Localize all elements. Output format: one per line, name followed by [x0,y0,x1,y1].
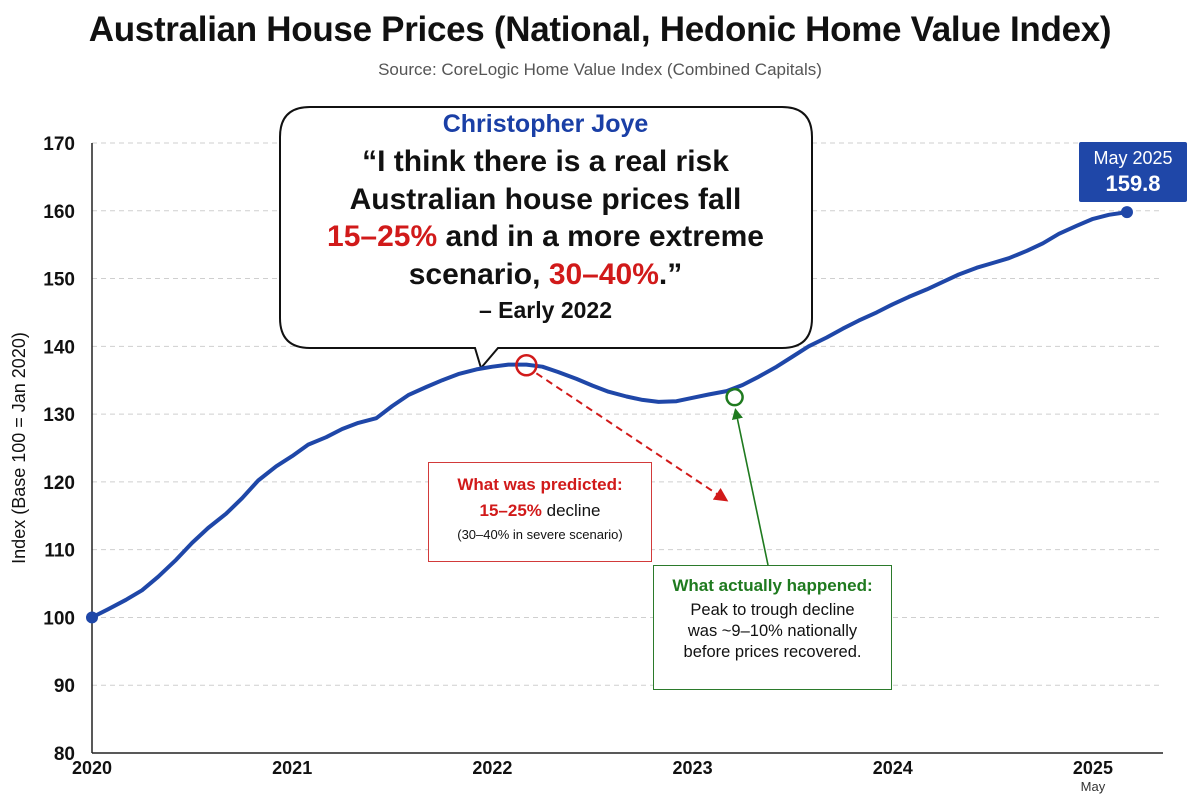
series-line [90,210,1129,620]
y-axis-label: Index (Base 100 = Jan 2020) [9,332,29,564]
quote-line-3: 15–25% and in a more extreme [278,218,813,256]
x-tick-sublabel: May [1081,779,1106,794]
quote-date: – Early 2022 [478,297,612,323]
predicted-highlight: 15–25% [479,501,542,520]
y-tick-label: 120 [43,473,75,494]
x-tick-label: 2021 [272,758,312,778]
actual-line-1: Peak to trough decline [690,601,855,619]
end-label-value: 159.8 [1105,171,1161,196]
y-tick-label: 100 [43,608,75,629]
predicted-arrow [535,372,729,502]
quote-line-1: “I think there is a real risk [362,145,729,178]
quote-line-4-start: scenario, [408,257,549,291]
actual-line-2: was ~9–10% nationally [687,622,858,641]
y-tick-label: 130 [43,405,75,426]
y-tick-label: 140 [43,337,75,358]
predicted-main: 15–25% decline [429,501,651,521]
y-tick-label: 170 [43,134,75,155]
x-tick-label: 2022 [472,758,512,778]
y-tick-label: 110 [44,541,75,562]
quote-line-4-end: .” [658,257,683,291]
x-tick-label: 2023 [673,758,713,778]
y-tick-label: 80 [54,744,75,765]
actual-body: Peak to trough decline was ~9–10% nation… [654,600,891,663]
predicted-box: What was predicted: 15–25% decline (30–4… [428,462,652,562]
y-tick-label: 150 [43,270,75,291]
chart-title: Australian House Prices (National, Hedon… [88,10,1112,49]
quote-line-4: scenario, 30–40%.” [278,256,813,294]
y-tick-label: 160 [43,202,75,223]
end-label-date: May 2025 [1093,148,1173,168]
quote-text: “I think there is a real risk Australian… [278,143,813,293]
quote-line-2: Australian house prices fall [349,182,742,216]
quote-highlight-15-25: 15–25% [327,220,438,253]
x-tick-label: 2024 [873,758,913,778]
actual-box: What actually happened: Peak to trough d… [653,565,892,690]
quote-bubble [279,106,813,371]
actual-heading: What actually happened: [672,576,873,595]
trough-circle [725,387,744,407]
x-tick-label: 2020 [72,758,112,778]
predicted-sub: (30–40% in severe scenario) [457,527,623,542]
end-value-label: May 2025 159.8 [1079,142,1187,202]
quote-line-3-rest: and in a more extreme [437,220,764,253]
quote-callout: Christopher Joye “I think there is a rea… [278,100,813,324]
quote-highlight-30-40: 30–40% [548,257,659,291]
y-tick-label: 90 [54,676,75,697]
quote-author: Christopher Joye [442,110,649,138]
predicted-heading: What was predicted: [457,475,623,494]
predicted-main-rest: decline [541,501,601,520]
start-point [86,611,98,624]
end-point [1120,206,1133,219]
x-tick-label: 2025 [1073,758,1113,778]
peak-circle [515,354,538,377]
actual-arrow [731,407,769,566]
actual-line-3: before prices recovered. [683,643,862,662]
chart-subtitle: Source: CoreLogic Home Value Index (Comb… [378,60,822,79]
